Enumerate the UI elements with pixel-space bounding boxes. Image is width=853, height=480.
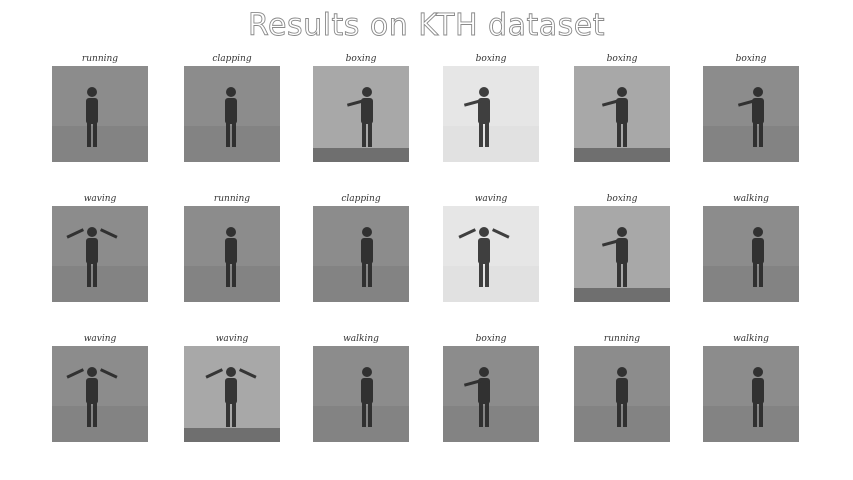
action-label: waving (83, 194, 117, 204)
result-cell: walking (703, 332, 799, 442)
action-label: clapping (212, 54, 252, 64)
result-cell: running (184, 192, 280, 302)
action-label: clapping (341, 194, 381, 204)
result-cell: walking (703, 192, 799, 302)
action-label: boxing (735, 54, 767, 64)
action-label: running (81, 54, 119, 64)
action-label: walking (343, 334, 379, 344)
video-frame-image (52, 66, 148, 162)
result-cell: waving (184, 332, 280, 442)
result-cell: clapping (313, 192, 409, 302)
video-frame-image (313, 206, 409, 302)
video-frame-image (184, 66, 280, 162)
action-label: boxing (345, 54, 377, 64)
result-cell: boxing (574, 52, 670, 162)
video-frame-image (703, 206, 799, 302)
action-label: boxing (606, 54, 638, 64)
video-frame-image (313, 66, 409, 162)
video-frame-image (313, 346, 409, 442)
figure-title: Results on KTH dataset (248, 8, 605, 44)
video-frame-image (574, 206, 670, 302)
result-cell: running (574, 332, 670, 442)
result-cell: waving (443, 192, 539, 302)
result-cell: boxing (443, 52, 539, 162)
action-label: boxing (475, 54, 507, 64)
action-label: running (213, 194, 251, 204)
video-frame-image (184, 346, 280, 442)
action-label: walking (733, 334, 769, 344)
result-cell: running (52, 52, 148, 162)
action-label: boxing (606, 194, 638, 204)
action-label: waving (474, 194, 508, 204)
action-label: walking (733, 194, 769, 204)
result-cell: walking (313, 332, 409, 442)
video-frame-image (443, 206, 539, 302)
result-cell: boxing (703, 52, 799, 162)
result-cell: waving (52, 192, 148, 302)
video-frame-image (52, 346, 148, 442)
result-cell: boxing (574, 192, 670, 302)
video-frame-image (574, 346, 670, 442)
video-frame-image (574, 66, 670, 162)
result-cell: boxing (443, 332, 539, 442)
result-cell: waving (52, 332, 148, 442)
action-label: boxing (475, 334, 507, 344)
action-label: waving (83, 334, 117, 344)
video-frame-image (184, 206, 280, 302)
result-cell: clapping (184, 52, 280, 162)
action-label: waving (215, 334, 249, 344)
video-frame-image (703, 66, 799, 162)
video-frame-image (443, 346, 539, 442)
video-frame-image (443, 66, 539, 162)
video-frame-image (703, 346, 799, 442)
video-frame-image (52, 206, 148, 302)
result-cell: boxing (313, 52, 409, 162)
action-label: running (603, 334, 641, 344)
